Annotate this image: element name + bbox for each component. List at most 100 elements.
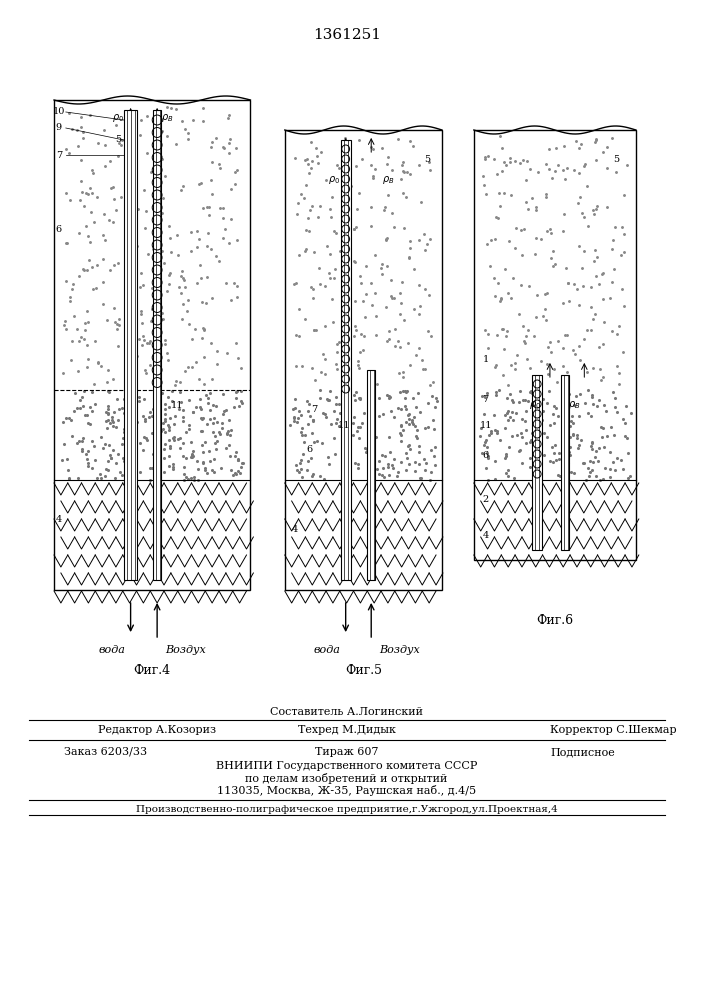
Point xyxy=(609,390,621,406)
Point xyxy=(91,189,103,205)
Point xyxy=(418,361,429,377)
Point xyxy=(194,257,206,273)
Point xyxy=(600,403,612,419)
Point xyxy=(354,391,366,407)
Point xyxy=(398,164,409,180)
Point xyxy=(192,472,204,488)
Point xyxy=(164,440,175,456)
Point xyxy=(530,403,541,419)
Point xyxy=(625,468,636,484)
Point xyxy=(594,339,605,355)
Point xyxy=(82,314,93,330)
Point xyxy=(308,281,319,297)
Point xyxy=(309,244,320,260)
Point xyxy=(331,415,342,431)
Point xyxy=(176,263,187,279)
Point xyxy=(414,277,425,293)
Point xyxy=(103,405,114,421)
Point xyxy=(525,434,536,450)
Point xyxy=(288,410,300,426)
Point xyxy=(114,401,125,417)
Point xyxy=(186,447,197,463)
Point xyxy=(325,270,336,286)
Point xyxy=(226,462,237,478)
Point xyxy=(563,386,575,402)
Point xyxy=(166,383,177,399)
Point xyxy=(363,465,375,481)
Point xyxy=(413,306,424,322)
Point xyxy=(373,466,385,482)
Point xyxy=(424,162,436,178)
Point xyxy=(423,323,434,339)
Point xyxy=(101,312,112,328)
Point xyxy=(83,443,94,459)
Point xyxy=(501,405,513,421)
Point xyxy=(177,448,189,464)
Point xyxy=(513,443,525,459)
Point xyxy=(325,383,336,399)
Point xyxy=(156,205,168,221)
Point xyxy=(494,128,506,144)
Point xyxy=(221,425,233,441)
Point xyxy=(395,401,407,417)
Point xyxy=(342,400,354,416)
Point xyxy=(124,434,136,450)
Point xyxy=(513,394,525,410)
Point xyxy=(127,460,138,476)
Point xyxy=(334,243,345,259)
Point xyxy=(292,195,303,211)
Point xyxy=(65,352,76,368)
Point xyxy=(590,132,602,148)
Point xyxy=(404,133,415,149)
Point xyxy=(165,438,176,454)
Point xyxy=(77,261,88,277)
Point xyxy=(228,275,240,291)
Point xyxy=(383,429,395,445)
Point xyxy=(66,281,78,297)
Point xyxy=(108,191,119,207)
Point xyxy=(510,361,521,377)
Point xyxy=(396,427,407,443)
Point xyxy=(124,454,136,470)
Point xyxy=(100,158,111,174)
Point xyxy=(578,331,590,347)
Point xyxy=(493,185,505,201)
Point xyxy=(213,424,224,440)
Point xyxy=(88,214,100,230)
Point xyxy=(87,384,98,400)
Point xyxy=(369,247,380,263)
Point xyxy=(200,295,211,311)
Point xyxy=(102,420,113,436)
Point xyxy=(502,462,513,478)
Point xyxy=(355,326,366,342)
Point xyxy=(163,276,175,292)
Point xyxy=(217,210,228,226)
Point xyxy=(300,177,312,193)
Point xyxy=(366,404,377,420)
Point xyxy=(201,416,213,432)
Point xyxy=(103,462,114,478)
Point xyxy=(548,415,559,431)
Point xyxy=(159,168,170,184)
Point xyxy=(204,443,215,459)
Point xyxy=(144,357,156,373)
Point xyxy=(413,444,424,460)
Point xyxy=(501,328,512,344)
Point xyxy=(291,462,303,478)
Point xyxy=(590,468,601,484)
Point xyxy=(501,448,512,464)
Point xyxy=(585,299,597,315)
Text: Воздух: Воздух xyxy=(379,645,420,655)
Point xyxy=(163,422,175,438)
Point xyxy=(476,420,487,436)
Point xyxy=(420,281,431,297)
Point xyxy=(163,352,174,368)
Point xyxy=(382,156,393,172)
Point xyxy=(209,435,221,451)
Point xyxy=(578,158,590,174)
Point xyxy=(348,328,359,344)
Point xyxy=(589,242,600,258)
Point xyxy=(229,465,240,481)
Point xyxy=(403,416,414,432)
Point xyxy=(70,385,81,401)
